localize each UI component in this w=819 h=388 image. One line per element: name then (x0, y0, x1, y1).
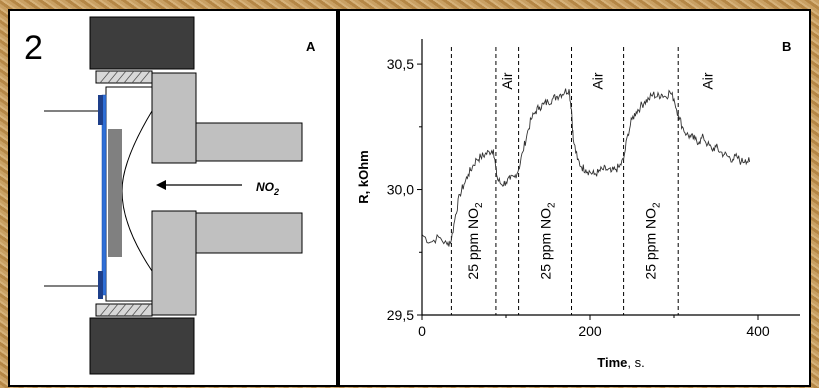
figure-number: 2 (24, 29, 43, 67)
bottom-electrode (98, 271, 103, 299)
air-annotation: Air (499, 72, 515, 89)
air-annotation: Air (590, 72, 606, 89)
bottom-clamp-block (89, 317, 195, 375)
upper-gas-inlet-housing (151, 72, 303, 164)
no2-annotation: 25 ppm NO2 (537, 202, 557, 280)
top-electrode (98, 95, 103, 125)
air-annotation: Air (700, 72, 716, 89)
no2-annotation: 25 ppm NO2 (465, 202, 485, 280)
exposure-annotations: 25 ppm NO2 Air 25 ppm NO2 Air 25 ppm NO2 Air (465, 72, 715, 279)
x-tick-label: 0 (418, 323, 426, 339)
y-tick-label: 29,5 (387, 307, 414, 323)
x-tick-label: 200 (578, 323, 602, 339)
chart-axes (421, 39, 800, 316)
sensitive-layer (108, 129, 122, 257)
bottom-seal-hatch (99, 303, 151, 317)
top-seal-hatch (99, 70, 151, 84)
y-tick-label: 30,5 (387, 56, 414, 72)
panel-a-schematic: 2 A (8, 9, 338, 387)
sensor-cell-diagram: 2 A (24, 16, 316, 375)
chart-ticks: 29,5 30,0 30,5 0 200 400 (387, 56, 770, 339)
y-axis-label: R, kOhm (356, 150, 371, 203)
resistance-chart: B 25 ppm NO2 Air 25 ppm NO2 Air 25 ppm NO2 Ai… (356, 39, 800, 370)
gas-label: NO2 (256, 180, 279, 197)
sensor-substrate (101, 94, 107, 296)
panel-a-label: A (306, 39, 316, 54)
panel-b-chart: B 25 ppm NO2 Air 25 ppm NO2 Air 25 ppm NO2 Ai… (338, 9, 811, 387)
lower-gas-inlet-housing (151, 210, 303, 316)
no2-annotation: 25 ppm NO2 (642, 202, 662, 280)
arrow-head-icon (156, 180, 166, 190)
y-tick-label: 30,0 (387, 182, 414, 198)
series-line-resistance (421, 88, 751, 247)
x-axis-label: Time, s. (597, 355, 644, 370)
x-tick-label: 400 (746, 323, 770, 339)
top-clamp-block (89, 16, 195, 70)
gas-switch-markers (450, 47, 679, 315)
panel-b-label: B (782, 39, 791, 54)
